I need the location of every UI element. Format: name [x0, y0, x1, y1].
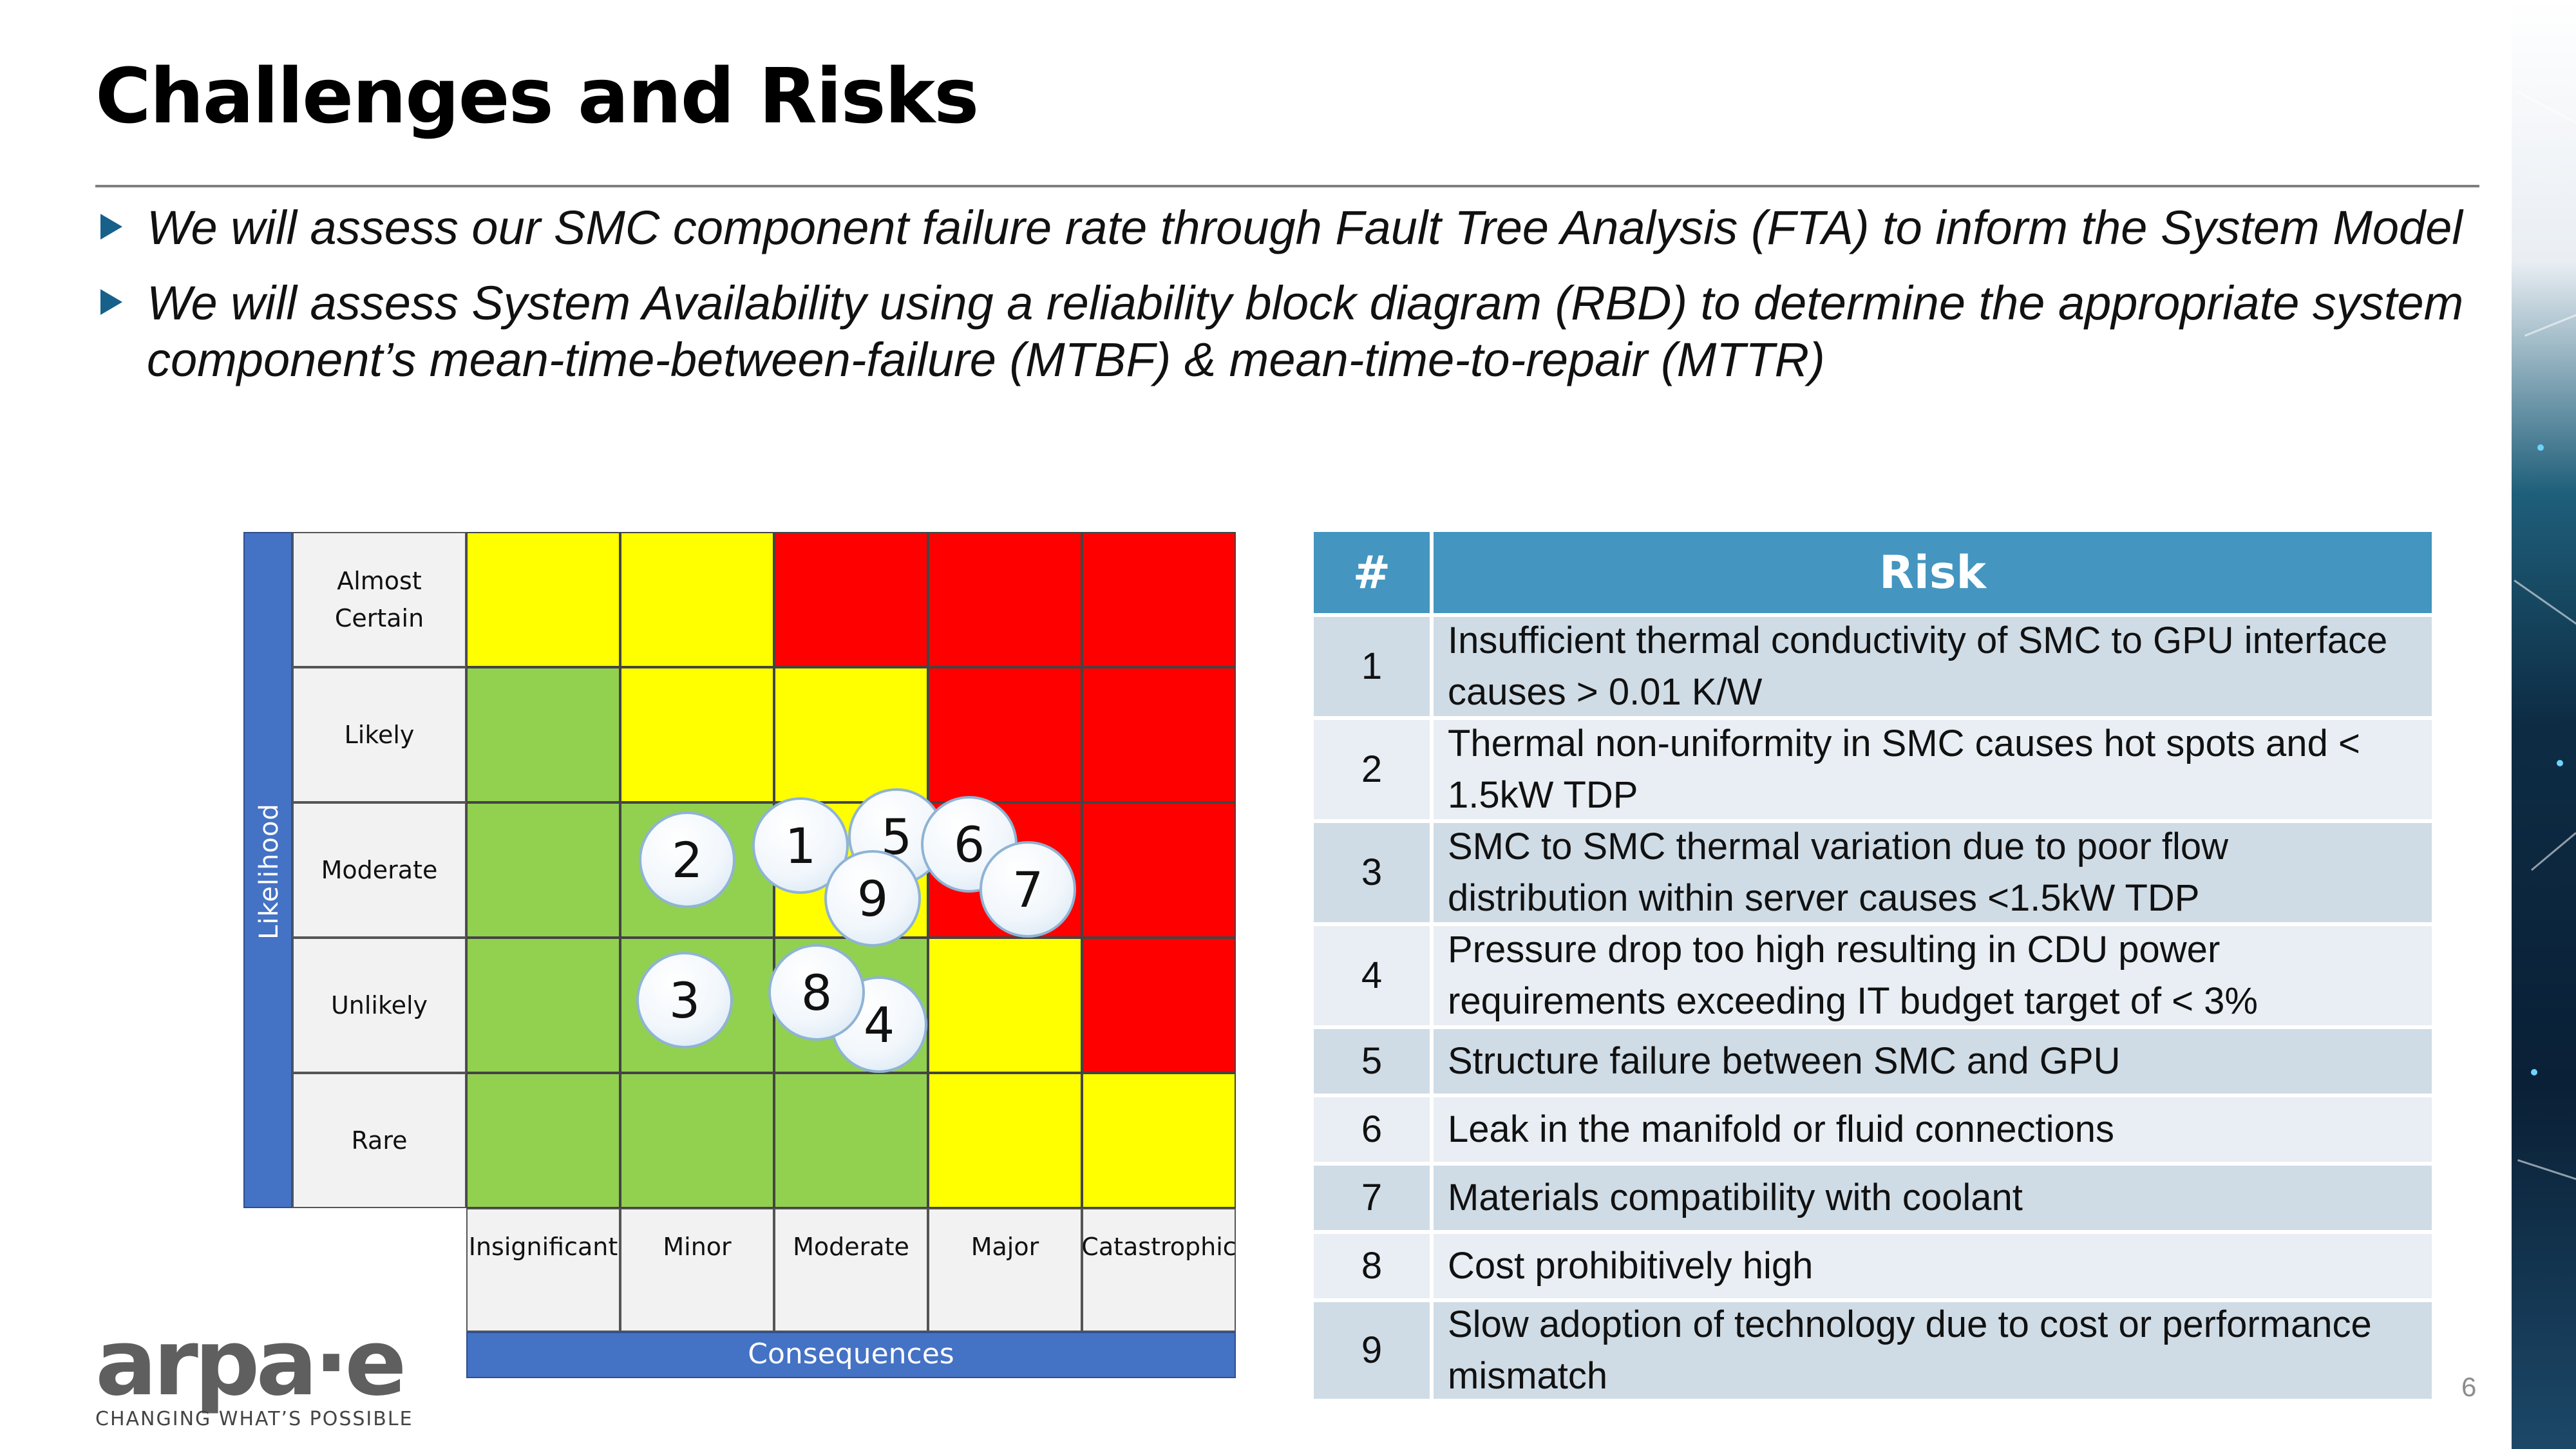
page-title: Challenges and Risks: [95, 52, 979, 140]
consequence-label-moderate: Moderate: [774, 1208, 928, 1332]
arpa-e-logo: arpa·e CHANGING WHAT’S POSSIBLE: [95, 1310, 413, 1431]
risk-description: Slow adoption of technology due to cost …: [1448, 1303, 2372, 1397]
logo-tagline: CHANGING WHAT’S POSSIBLE: [95, 1408, 413, 1430]
matrix-cell-yellow: [928, 938, 1082, 1073]
risk-bubble-3: 3: [636, 952, 733, 1048]
matrix-cell-yellow: [1082, 1073, 1236, 1208]
risk-table: # Risk 1 Insufficient thermal conductivit…: [1314, 532, 2432, 1403]
matrix-cell-yellow: [928, 1073, 1082, 1208]
risk-number: 3: [1314, 823, 1434, 922]
table-row: 8 Cost prohibitively high: [1314, 1234, 2432, 1302]
risk-number: 2: [1314, 720, 1434, 819]
logo-wordmark: arpa·e: [95, 1310, 407, 1416]
matrix-cell-green: [466, 938, 620, 1073]
table-row: 1 Insufficient thermal conductivity of SM…: [1314, 617, 2432, 720]
table-row: 2 Thermal non-uniformity in SMC causes ho…: [1314, 720, 2432, 823]
matrix-cell-red: [774, 532, 928, 667]
risk-number: 4: [1314, 926, 1434, 1025]
risk-description: Thermal non-uniformity in SMC causes hot…: [1448, 723, 2360, 816]
matrix-cell-green: [620, 1073, 774, 1208]
risk-table-header: # Risk: [1314, 532, 2432, 617]
bullet-text: We will assess System Availability using…: [147, 276, 2464, 386]
matrix-cell-yellow: [774, 667, 928, 802]
risk-number: 5: [1314, 1029, 1434, 1094]
matrix-cell-red: [1082, 667, 1236, 802]
consequence-label-catastrophic: Catastrophic: [1081, 1208, 1236, 1332]
decorative-network-sidebar: [2512, 0, 2576, 1449]
matrix-cell-red: [1082, 802, 1236, 938]
likelihood-axis-bar: Likelihood: [243, 532, 292, 1208]
bullet-text: We will assess our SMC component failure…: [147, 201, 2463, 254]
likelihood-label-moderate: Moderate: [292, 802, 466, 938]
risk-number: 6: [1314, 1097, 1434, 1162]
triangle-bullet-icon: [100, 289, 122, 315]
matrix-cell-green: [466, 667, 620, 802]
header-risk: Risk: [1879, 546, 1987, 599]
likelihood-axis-label: Likelihood: [254, 803, 284, 940]
consequences-axis-label: Consequences: [466, 1332, 1236, 1378]
risk-bubble-8: 8: [768, 944, 865, 1041]
matrix-cell-green: [774, 1073, 928, 1208]
matrix-cell-red: [1082, 938, 1236, 1073]
likelihood-label-almost-certain: Almost Certain: [292, 532, 466, 667]
risk-bubble-7: 7: [980, 841, 1076, 938]
matrix-cell-yellow: [620, 667, 774, 802]
likelihood-label-likely: Likely: [292, 667, 466, 802]
triangle-bullet-icon: [100, 214, 122, 240]
matrix-cell-green: [466, 802, 620, 938]
consequence-label-major: Major: [928, 1208, 1082, 1332]
risk-number: 1: [1314, 617, 1434, 716]
risk-description: Cost prohibitively high: [1448, 1245, 1814, 1287]
risk-number: 8: [1314, 1234, 1434, 1298]
risk-bubble-2: 2: [639, 811, 735, 908]
matrix-cell-yellow: [466, 532, 620, 667]
title-divider: [95, 185, 2479, 187]
table-row: 5 Structure failure between SMC and GPU: [1314, 1029, 2432, 1097]
header-number: #: [1314, 532, 1434, 613]
risk-bubble-9: 9: [824, 850, 921, 947]
risk-description: Leak in the manifold or fluid connection…: [1448, 1108, 2114, 1150]
risk-description: Insufficient thermal conductivity of SMC…: [1448, 620, 2388, 713]
matrix-cell-red: [1082, 532, 1236, 667]
risk-bubble-1: 1: [752, 797, 849, 894]
matrix-cell-red: [928, 532, 1082, 667]
risk-description: Pressure drop too high resulting in CDU …: [1448, 929, 2258, 1022]
table-row: 6 Leak in the manifold or fluid connectio…: [1314, 1097, 2432, 1166]
risk-description: Structure failure between SMC and GPU: [1448, 1040, 2121, 1082]
table-row: 9 Slow adoption of technology due to cost…: [1314, 1302, 2432, 1403]
risk-table-body: 1 Insufficient thermal conductivity of SM…: [1314, 617, 2432, 1403]
bullet-rbd: We will assess System Availability using…: [100, 275, 2491, 388]
likelihood-label-rare: Rare: [292, 1073, 466, 1208]
matrix-cell-red: [928, 667, 1082, 802]
consequence-label-minor: Minor: [620, 1208, 774, 1332]
table-row: 4 Pressure drop too high resulting in CDU…: [1314, 926, 2432, 1029]
matrix-cell-green: [466, 1073, 620, 1208]
risk-description: SMC to SMC thermal variation due to poor…: [1448, 826, 2229, 919]
matrix-cell-yellow: [620, 532, 774, 667]
risk-number: 7: [1314, 1166, 1434, 1230]
risk-matrix: Likelihood Almost Certain Likely Moderat…: [243, 532, 1236, 1382]
consequence-label-insignificant: Insignificant: [466, 1208, 620, 1332]
risk-description: Materials compatibility with coolant: [1448, 1177, 2023, 1218]
risk-number: 9: [1314, 1302, 1434, 1399]
page-number: 6: [2461, 1372, 2477, 1402]
table-row: 7 Materials compatibility with coolant: [1314, 1166, 2432, 1234]
bullet-fta: We will assess our SMC component failure…: [100, 200, 2491, 256]
table-row: 3 SMC to SMC thermal variation due to poo…: [1314, 823, 2432, 926]
likelihood-label-unlikely: Unlikely: [292, 938, 466, 1073]
